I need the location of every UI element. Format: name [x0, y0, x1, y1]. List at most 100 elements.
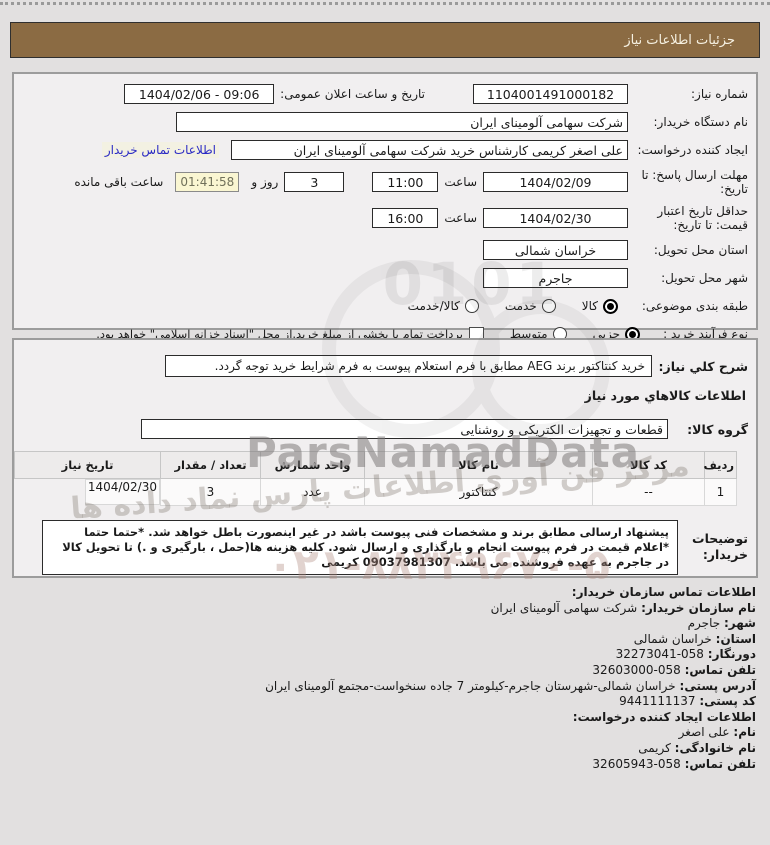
- category-option-goods-service[interactable]: کالا/خدمت: [408, 299, 479, 313]
- reply-deadline-date-input[interactable]: 1404/02/09: [483, 172, 628, 192]
- contact-fax-value: 32273041-058: [615, 647, 704, 662]
- col-item-code: کد کالا: [592, 451, 705, 479]
- announce-datetime-input[interactable]: 1404/02/06 - 09:06: [124, 84, 275, 104]
- reply-deadline-label: مهلت ارسال پاسخ: تا تاریخ:: [641, 168, 748, 196]
- contact-postal-line: کد پستی: 9441111137: [14, 694, 756, 710]
- creator-first-name-label: نام:: [733, 725, 756, 740]
- page-title: جزئیات اطلاعات نیاز: [624, 32, 735, 48]
- cell-item-name: کنتاکتور: [364, 478, 593, 506]
- delivery-province-label: استان محل تحویل:: [653, 243, 748, 257]
- category-option-service[interactable]: خدمت: [505, 299, 556, 313]
- contact-fax-label: دورنگار:: [707, 647, 756, 662]
- contact-province-value: خراسان شمالی: [633, 631, 712, 646]
- price-validity-time-input[interactable]: 16:00: [372, 208, 439, 228]
- buyer-notes-box: پیشنهاد ارسالی مطابق برند و مشخصات فنی پ…: [42, 519, 678, 575]
- col-row-index: ردیف: [703, 451, 737, 479]
- contact-address-value: خراسان شمالی-شهرستان جاجرم-کیلومتر 7 جاد…: [265, 678, 676, 693]
- delivery-city-input[interactable]: جاجرم: [483, 268, 628, 288]
- cell-quantity: 3: [160, 478, 261, 506]
- creator-last-name-label: نام خانوادگی:: [674, 740, 756, 755]
- creator-heading: اطلاعات ایجاد کننده درخواست:: [572, 709, 756, 724]
- buyer-org-label: نام دستگاه خریدار:: [653, 115, 749, 129]
- contact-address-line: آدرس پستی: خراسان شمالی-شهرستان جاجرم-کی…: [14, 679, 756, 695]
- delivery-province-input[interactable]: خراسان شمالی: [483, 240, 628, 260]
- creator-last-name-line: نام خانوادگی: کریمی: [14, 741, 756, 757]
- creator-first-name-line: نام: علی اصغر: [14, 725, 756, 741]
- contact-info-section: اطلاعات تماس سازمان خریدار: نام سازمان خ…: [14, 585, 756, 772]
- reply-deadline-time-input[interactable]: 11:00: [372, 172, 439, 192]
- reply-deadline-hour-label: ساعت: [444, 175, 477, 189]
- top-dotted-divider: [0, 2, 770, 5]
- buyer-org-input[interactable]: شرکت سهامی آلومینای ایران: [176, 112, 628, 132]
- contact-province-line: استان: خراسان شمالی: [14, 632, 756, 648]
- process-option-medium-label: متوسط: [509, 327, 548, 341]
- creator-phone-value: 32605943-058: [592, 756, 681, 771]
- items-table-header-row: ردیف کد کالا نام کالا واحد شمارش تعداد /…: [14, 451, 737, 479]
- contact-province-label: استان:: [715, 631, 756, 646]
- contact-org-value: شرکت سهامی آلومینای ایران: [490, 600, 638, 615]
- cell-item-code: --: [592, 478, 705, 506]
- request-creator-input[interactable]: علی اصغر کریمی کارشناس خرید شرکت سهامی آ…: [231, 140, 628, 160]
- row-need-description: شرح کلي نیاز: خرید کنتاکتور برند AEG مطا…: [22, 354, 748, 378]
- category-option-goods[interactable]: کالا: [581, 298, 618, 314]
- col-unit: واحد شمارش: [260, 451, 365, 479]
- contact-org-line: نام سازمان خریدار: شرکت سهامی آلومینای ا…: [14, 601, 756, 617]
- row-reply-deadline: مهلت ارسال پاسخ: تا تاریخ: 1404/02/09 سا…: [22, 166, 748, 198]
- row-process-type: نوع فرآیند خرید : جزیی متوسط پرداخت تمام…: [22, 322, 748, 346]
- radio-unselected-icon[interactable]: [464, 299, 479, 313]
- price-validity-date-input[interactable]: 1404/02/30: [483, 208, 628, 228]
- contact-city-line: شهر: جاجرم: [14, 616, 756, 632]
- contact-postal-value: 9441111137: [619, 694, 696, 709]
- radio-unselected-icon[interactable]: [541, 299, 556, 313]
- cell-unit: عدد: [260, 478, 365, 506]
- category-option-goods-service-label: کالا/خدمت: [407, 299, 460, 313]
- goods-group-input[interactable]: قطعات و تجهیزات الکتریکی و روشنایی: [141, 419, 668, 439]
- need-items-panel: شرح کلي نیاز: خرید کنتاکتور برند AEG مطا…: [12, 338, 758, 578]
- reply-deadline-days-input[interactable]: 3: [284, 172, 345, 192]
- contact-phone-value: 32603000-058: [592, 662, 681, 677]
- need-description-box: خرید کنتاکتور برند AEG مطابق با فرم استع…: [165, 355, 652, 377]
- category-option-service-label: خدمت: [504, 299, 537, 313]
- process-option-minor-label: جزیی: [592, 327, 620, 341]
- contact-org-label: نام سازمان خریدار:: [641, 600, 756, 615]
- need-description-label: شرح کلي نیاز:: [658, 358, 748, 374]
- radio-selected-icon[interactable]: [603, 298, 618, 314]
- row-subject-category: طبقه بندی موضوعی: کالا خدمت کالا/خدمت: [22, 294, 748, 318]
- contact-heading: اطلاعات تماس سازمان خریدار:: [571, 585, 756, 599]
- contact-address-label: آدرس پستی:: [679, 678, 756, 693]
- subject-category-label: طبقه بندی موضوعی:: [641, 299, 748, 313]
- contact-phone-label: تلفن تماس:: [684, 662, 756, 677]
- row-buyer-notes: توضیحات خریدار: پیشنهاد ارسالی مطابق برن…: [22, 519, 748, 575]
- row-buyer-org: نام دستگاه خریدار: شرکت سهامی آلومینای ا…: [22, 110, 748, 134]
- need-number-input[interactable]: 1104001491000182: [473, 84, 628, 104]
- delivery-city-label: شهر محل تحویل:: [661, 271, 748, 285]
- buyer-contact-link[interactable]: اطلاعات تماس خریدار: [101, 142, 219, 158]
- col-quantity: تعداد / مقدار: [160, 451, 261, 479]
- creator-first-name-value: علی اصغر: [678, 725, 730, 740]
- price-validity-label: حداقل تاریخ اعتبار قیمت: تا تاریخ:: [657, 204, 748, 232]
- creator-last-name-value: کریمی: [638, 740, 671, 755]
- buyer-notes-label: توضیحات خریدار:: [692, 531, 748, 562]
- contact-fax-line: دورنگار: 32273041-058: [14, 647, 756, 663]
- col-item-name: نام کالا: [364, 451, 593, 479]
- row-delivery-province: استان محل تحویل: خراسان شمالی: [22, 238, 748, 262]
- price-validity-hour-label: ساعت: [444, 211, 477, 225]
- contact-city-label: شهر:: [724, 616, 756, 631]
- goods-group-label: گروه کالا:: [687, 421, 748, 437]
- row-goods-group: گروه کالا: قطعات و تجهیزات الکتریکی و رو…: [22, 417, 748, 441]
- row-request-creator: ایجاد کننده درخواست: علی اصغر کریمی کارش…: [22, 138, 748, 162]
- contact-postal-label: کد پستی:: [699, 694, 756, 709]
- row-need-number: شماره نیاز: 1104001491000182 تاریخ و ساع…: [22, 82, 748, 106]
- treasury-docs-label: پرداخت تمام یا بخشی از مبلغ خرید.از محل …: [96, 327, 463, 341]
- contact-city-value: جاجرم: [687, 616, 721, 631]
- reply-deadline-days-label: روز و: [251, 175, 279, 189]
- category-option-goods-label: کالا: [581, 299, 598, 313]
- remaining-time-label: ساعت باقی مانده: [74, 175, 164, 189]
- creator-phone-label: تلفن تماس:: [684, 756, 756, 771]
- need-number-label: شماره نیاز:: [691, 87, 748, 101]
- announce-datetime-label: تاریخ و ساعت اعلان عمومی:: [280, 87, 425, 101]
- cell-need-date: 1404/02/30: [84, 479, 160, 505]
- process-type-label: نوع فرآیند خرید :: [663, 327, 748, 341]
- row-price-validity: حداقل تاریخ اعتبار قیمت: تا تاریخ: 1404/…: [22, 202, 748, 234]
